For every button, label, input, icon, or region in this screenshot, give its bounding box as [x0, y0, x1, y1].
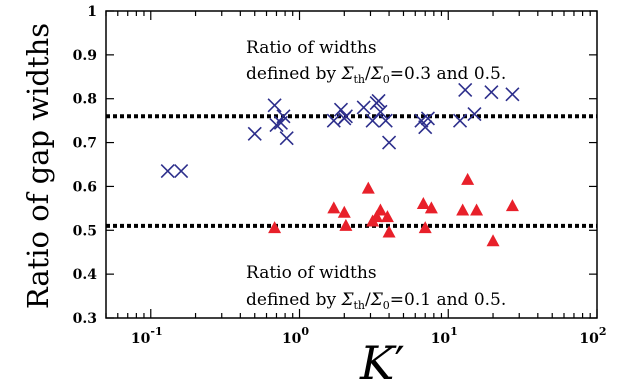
data-point-cross — [458, 82, 473, 98]
data-point-cross — [276, 109, 291, 124]
data-point-triangle — [418, 221, 432, 234]
y-tick-label: 0.9 — [73, 48, 97, 64]
data-point-cross — [484, 85, 499, 100]
data-point-triangle — [337, 205, 351, 218]
data-point-cross — [420, 111, 435, 126]
data-point-cross — [279, 131, 294, 146]
x-axis-title-main: K — [359, 336, 397, 390]
data-point-triangle — [424, 201, 438, 214]
data-point-cross — [160, 164, 175, 179]
data-point-cross — [333, 102, 349, 117]
data-point-cross — [174, 164, 189, 179]
data-point-triangle — [361, 181, 375, 194]
data-point-cross — [505, 87, 520, 102]
data-point-cross — [467, 106, 482, 122]
data-point-cross — [452, 113, 468, 128]
annotation-line2: defined by Σth/Σ0=0.3 and 0.5. — [246, 64, 506, 86]
y-tick-label: 0.3 — [73, 311, 97, 327]
x-tick-label: 10-1 — [131, 325, 163, 347]
data-point-cross — [269, 117, 284, 133]
data-point-cross — [247, 126, 262, 141]
data-point-cross — [382, 135, 397, 150]
data-point-triangle — [373, 203, 387, 216]
data-point-triangle — [370, 210, 384, 223]
y-tick-label: 0.4 — [73, 267, 98, 283]
data-point-triangle — [505, 199, 519, 212]
data-point-triangle — [456, 203, 470, 216]
data-point-triangle — [382, 225, 396, 238]
y-tick-label: 0.7 — [73, 136, 97, 152]
data-point-triangle — [380, 210, 394, 223]
data-point-cross — [356, 100, 371, 115]
annotation-line1: Ratio of widths — [246, 38, 377, 58]
data-point-triangle — [327, 201, 341, 214]
x-axis-title-prime: ′ — [394, 336, 404, 390]
y-tick-label: 0.5 — [73, 223, 97, 239]
x-tick-label: 100 — [282, 325, 309, 347]
data-point-cross — [267, 98, 282, 113]
y-axis-title: Ratio of gap widths — [21, 23, 55, 309]
x-axis-title: K′ — [359, 336, 405, 390]
data-point-triangle — [461, 172, 475, 185]
y-tick-label: 0.6 — [73, 179, 97, 195]
data-point-triangle — [268, 221, 282, 234]
data-point-cross — [378, 113, 393, 128]
annotation-line1: Ratio of widths — [246, 263, 377, 283]
data-point-cross — [338, 109, 353, 124]
data-point-triangle — [470, 203, 484, 216]
x-tick-label: 101 — [431, 325, 458, 347]
data-point-cross — [373, 104, 388, 119]
y-tick-label: 1 — [87, 4, 97, 20]
data-point-cross — [418, 120, 433, 135]
plot-area: 0.3 0.4 0.5 0.6 0.7 0.8 0.9 1 10-1 100 101 102 Ratio… — [73, 4, 607, 347]
annotation-line2: defined by Σth/Σ0=0.1 and 0.5. — [246, 290, 506, 312]
y-tick-label: 0.8 — [73, 92, 97, 108]
plot-frame — [105, 10, 598, 319]
x-tick-label: 102 — [579, 325, 606, 347]
data-point-triangle — [416, 196, 430, 209]
data-point-triangle — [486, 234, 500, 247]
data-point-triangle — [339, 218, 353, 231]
